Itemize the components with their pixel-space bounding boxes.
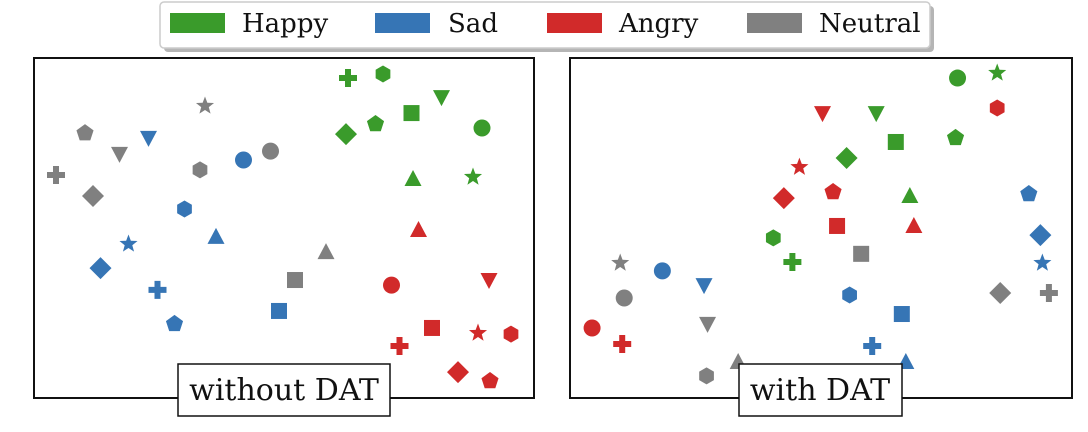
legend-swatch-neutral: [747, 13, 802, 33]
point-left-angry-square: [424, 319, 440, 336]
point-right-neutral-hexagon: [699, 367, 714, 385]
point-left-neutral-pentagon: [76, 124, 94, 141]
point-right-sad-plus: [863, 336, 882, 355]
panel-label-box-right: [738, 363, 903, 417]
point-right-angry-triangle-down: [814, 106, 832, 123]
point-right-neutral-square: [853, 245, 870, 262]
point-left-sad-triangle-up: [207, 227, 225, 244]
point-right-angry-pentagon: [824, 182, 842, 200]
point-left-neutral-triangle-up: [317, 243, 335, 260]
point-left-happy-triangle-up: [404, 170, 422, 187]
point-left-angry-hexagon: [503, 325, 519, 343]
point-right-angry-diamond: [772, 187, 795, 210]
panel-label-box-left: [177, 363, 391, 417]
point-left-happy-hexagon: [375, 65, 391, 83]
point-right-neutral-diamond: [989, 281, 1012, 304]
point-left-sad-diamond: [89, 257, 112, 280]
point-left-neutral-plus: [47, 165, 65, 184]
point-left-neutral-circle: [262, 142, 279, 160]
point-right-angry-star: [790, 157, 809, 175]
point-left-sad-hexagon: [177, 200, 192, 218]
point-right-angry-hexagon: [989, 99, 1005, 117]
panel-label-with-dat: with DAT: [750, 373, 890, 408]
point-left-neutral-star: [195, 96, 215, 114]
point-left-angry-triangle-up: [410, 221, 427, 238]
point-left-sad-pentagon: [165, 314, 184, 332]
scatter-points-left: [47, 65, 519, 389]
legend-swatch-angry: [547, 13, 602, 33]
point-right-angry-square: [829, 217, 846, 234]
point-left-happy-circle: [473, 119, 491, 137]
point-right-neutral-triangle-down: [699, 316, 717, 333]
point-left-neutral-triangle-down: [111, 146, 128, 163]
point-right-happy-triangle-down: [867, 106, 885, 123]
point-right-happy-plus: [783, 253, 802, 271]
point-right-angry-circle: [583, 319, 601, 337]
point-left-angry-star: [468, 323, 488, 341]
point-left-sad-circle: [235, 151, 252, 169]
point-left-sad-square: [271, 302, 287, 319]
point-right-sad-hexagon: [842, 286, 857, 304]
point-right-happy-star: [988, 63, 1007, 81]
point-left-angry-circle: [383, 276, 400, 294]
legend-swatch-happy: [170, 13, 225, 33]
point-left-angry-triangle-down: [480, 273, 498, 290]
point-left-happy-triangle-down: [433, 90, 450, 107]
point-left-happy-pentagon: [366, 114, 385, 132]
scatter-points-right: [583, 63, 1058, 385]
point-left-sad-triangle-down: [140, 130, 157, 147]
point-right-happy-hexagon: [765, 229, 781, 247]
point-right-happy-square: [887, 133, 904, 150]
point-right-neutral-plus: [1039, 283, 1058, 302]
point-right-sad-square: [893, 306, 910, 323]
point-right-sad-triangle-down: [695, 278, 713, 295]
panel-label-without-dat: without DAT: [189, 373, 379, 408]
point-right-angry-triangle-up: [905, 216, 923, 233]
point-right-sad-circle: [653, 262, 671, 280]
point-left-angry-diamond: [447, 361, 469, 384]
point-left-happy-square: [403, 105, 420, 122]
point-right-happy-diamond: [835, 146, 858, 169]
point-left-angry-pentagon: [481, 372, 499, 389]
point-right-happy-triangle-up: [901, 187, 919, 204]
point-left-happy-diamond: [335, 123, 357, 146]
legend-label-sad: Sad: [448, 9, 498, 39]
legend-swatch-sad: [375, 13, 430, 33]
point-left-neutral-hexagon: [192, 161, 208, 179]
point-left-neutral-square: [287, 272, 303, 289]
legend: Happy Sad Angry Neutral: [159, 1, 934, 52]
point-right-neutral-circle: [615, 289, 633, 307]
panel-frame-left: [33, 57, 535, 399]
point-left-angry-plus: [390, 336, 409, 355]
legend-label-happy: Happy: [242, 9, 328, 39]
point-left-neutral-diamond: [82, 185, 104, 208]
legend-label-angry: Angry: [618, 9, 699, 39]
point-right-sad-star: [1033, 253, 1052, 271]
panel-without-dat: without DAT: [33, 57, 535, 417]
point-right-happy-pentagon: [946, 128, 965, 146]
point-right-sad-pentagon: [1020, 185, 1038, 202]
point-left-happy-star: [463, 167, 483, 185]
point-right-happy-circle: [949, 69, 967, 87]
legend-label-neutral: Neutral: [819, 9, 921, 39]
point-left-sad-plus: [148, 280, 167, 299]
legend-box: [159, 1, 931, 49]
point-left-happy-plus: [339, 69, 357, 88]
point-right-angry-plus: [613, 334, 632, 353]
point-right-neutral-star: [611, 253, 630, 271]
point-right-sad-diamond: [1029, 224, 1052, 247]
panel-with-dat: with DAT: [569, 57, 1073, 417]
point-left-sad-star: [119, 234, 138, 252]
